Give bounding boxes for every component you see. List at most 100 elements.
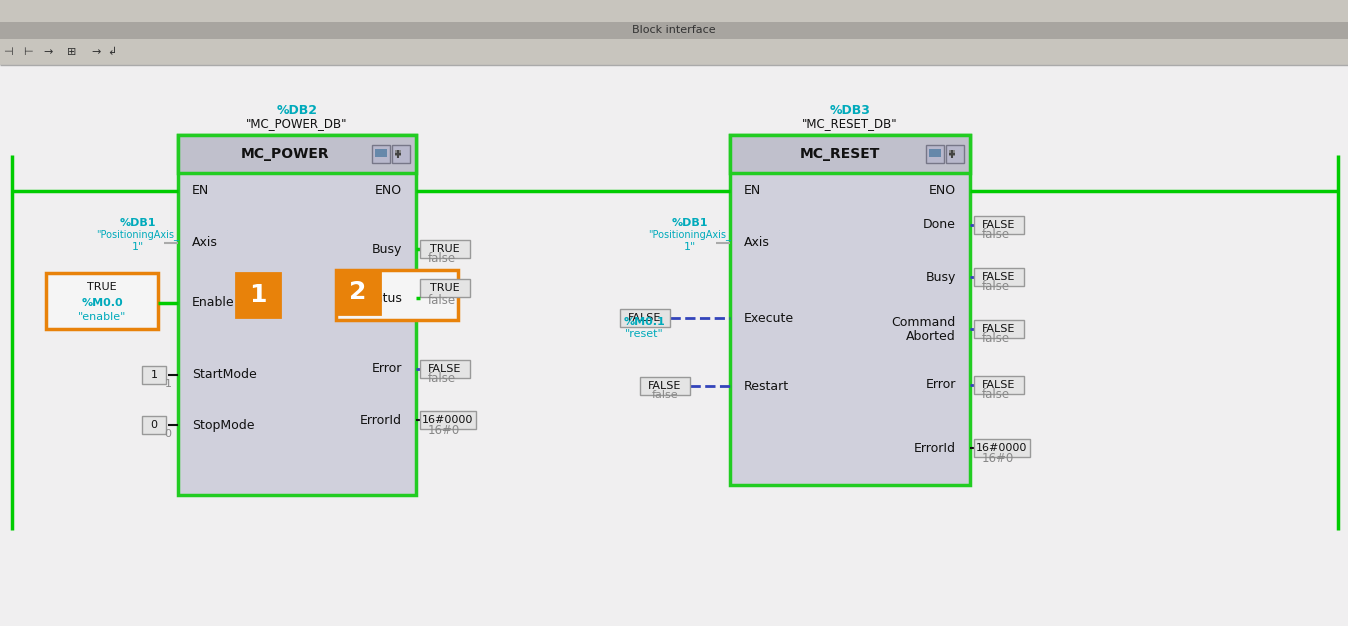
Text: Busy: Busy: [372, 242, 402, 255]
Text: StopMode: StopMode: [191, 419, 255, 431]
Text: FALSE: FALSE: [983, 380, 1015, 390]
FancyBboxPatch shape: [392, 145, 410, 163]
Text: "MC_RESET_DB": "MC_RESET_DB": [802, 118, 898, 130]
FancyBboxPatch shape: [620, 309, 670, 327]
FancyBboxPatch shape: [395, 150, 400, 156]
Text: FALSE: FALSE: [983, 272, 1015, 282]
Text: Axis: Axis: [191, 237, 218, 250]
FancyBboxPatch shape: [926, 145, 944, 163]
FancyBboxPatch shape: [336, 270, 458, 320]
FancyBboxPatch shape: [975, 320, 1024, 338]
FancyBboxPatch shape: [0, 65, 1348, 626]
Text: FALSE: FALSE: [429, 364, 461, 374]
Text: false: false: [429, 372, 456, 386]
FancyBboxPatch shape: [336, 270, 380, 314]
Text: 0: 0: [151, 420, 158, 430]
Text: ⊣: ⊣: [3, 47, 13, 57]
Text: ENO: ENO: [375, 185, 402, 197]
Text: 16#0000: 16#0000: [422, 415, 473, 425]
Text: ↲: ↲: [108, 47, 117, 57]
Text: FALSE: FALSE: [983, 324, 1015, 334]
Text: Block interface: Block interface: [632, 25, 716, 35]
Text: EN: EN: [191, 185, 209, 197]
Text: 16#0000: 16#0000: [976, 443, 1027, 453]
Text: 1": 1": [683, 242, 696, 252]
Text: "MC_POWER_DB": "MC_POWER_DB": [247, 118, 348, 130]
Text: ⊞: ⊞: [67, 47, 77, 57]
FancyBboxPatch shape: [46, 273, 158, 329]
Text: "enable": "enable": [78, 312, 127, 322]
Text: Busy: Busy: [926, 270, 956, 284]
Text: →: →: [43, 47, 53, 57]
Text: StartMode: StartMode: [191, 369, 256, 381]
FancyBboxPatch shape: [975, 216, 1024, 234]
Text: false: false: [981, 389, 1010, 401]
FancyBboxPatch shape: [975, 268, 1024, 286]
Text: Aborted: Aborted: [906, 329, 956, 342]
FancyBboxPatch shape: [0, 39, 1348, 65]
Text: FALSE: FALSE: [983, 220, 1015, 230]
Text: TRUE: TRUE: [88, 282, 117, 292]
Text: ENO: ENO: [929, 185, 956, 197]
Text: 1": 1": [132, 242, 144, 252]
Text: EN: EN: [744, 185, 762, 197]
Text: %DB3: %DB3: [829, 105, 871, 118]
FancyBboxPatch shape: [731, 135, 971, 485]
FancyBboxPatch shape: [731, 135, 971, 173]
Text: false: false: [651, 390, 678, 400]
FancyBboxPatch shape: [0, 0, 1348, 22]
Text: false: false: [429, 294, 456, 307]
Text: MC_POWER: MC_POWER: [241, 147, 329, 161]
Text: "PositioningAxis_: "PositioningAxis_: [97, 230, 179, 240]
Text: Error: Error: [372, 362, 402, 376]
FancyBboxPatch shape: [946, 145, 964, 163]
Text: Done: Done: [923, 218, 956, 232]
Text: ErrorId: ErrorId: [914, 441, 956, 454]
Text: 1: 1: [164, 379, 171, 389]
Text: Command: Command: [892, 316, 956, 329]
Text: Enable: Enable: [191, 297, 235, 309]
FancyBboxPatch shape: [421, 360, 470, 378]
FancyBboxPatch shape: [142, 416, 166, 434]
FancyBboxPatch shape: [142, 366, 166, 384]
Text: 16#0: 16#0: [981, 451, 1014, 464]
FancyBboxPatch shape: [975, 376, 1024, 394]
Text: Restart: Restart: [744, 379, 789, 393]
Text: →: →: [92, 47, 101, 57]
FancyBboxPatch shape: [975, 439, 1030, 457]
Text: TRUE: TRUE: [430, 283, 460, 293]
Text: %DB1: %DB1: [120, 218, 156, 228]
Text: 0: 0: [164, 429, 171, 439]
Text: 1: 1: [151, 370, 158, 380]
Text: Status: Status: [363, 292, 402, 304]
FancyBboxPatch shape: [421, 279, 470, 297]
Text: %DB2: %DB2: [276, 105, 318, 118]
FancyBboxPatch shape: [375, 149, 387, 157]
FancyBboxPatch shape: [421, 411, 476, 429]
Text: ErrorId: ErrorId: [360, 414, 402, 426]
Text: MC_RESET: MC_RESET: [799, 147, 880, 161]
FancyBboxPatch shape: [236, 273, 280, 317]
Text: "reset": "reset": [624, 329, 663, 339]
Text: ⊢: ⊢: [23, 47, 32, 57]
Text: Execute: Execute: [744, 312, 794, 324]
Text: false: false: [429, 252, 456, 265]
FancyBboxPatch shape: [178, 135, 417, 495]
Text: TRUE: TRUE: [430, 244, 460, 254]
Text: %M0.0: %M0.0: [81, 298, 123, 308]
Text: 1: 1: [249, 283, 267, 307]
FancyBboxPatch shape: [0, 22, 1348, 39]
Text: false: false: [981, 280, 1010, 294]
FancyBboxPatch shape: [178, 135, 417, 173]
FancyBboxPatch shape: [640, 377, 690, 395]
FancyBboxPatch shape: [929, 149, 941, 157]
Text: FALSE: FALSE: [648, 381, 682, 391]
Text: false: false: [981, 228, 1010, 242]
Text: 16#0: 16#0: [429, 424, 460, 436]
FancyBboxPatch shape: [421, 240, 470, 258]
Text: false: false: [981, 332, 1010, 346]
Text: Error: Error: [926, 379, 956, 391]
Text: FALSE: FALSE: [628, 313, 662, 323]
Text: Axis: Axis: [744, 237, 770, 250]
Text: %M0.1: %M0.1: [623, 317, 665, 327]
